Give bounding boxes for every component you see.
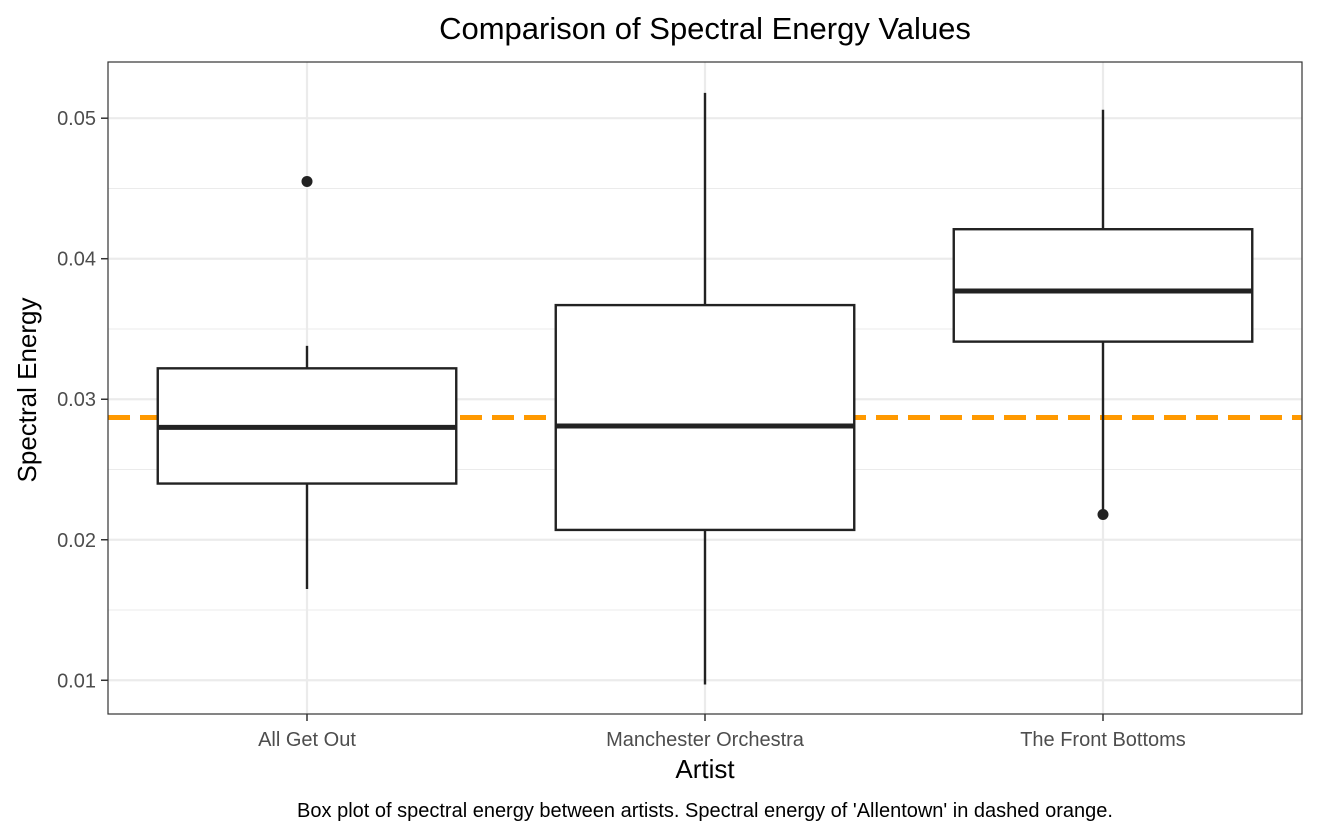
- box-group: [554, 92, 856, 685]
- box-group: [952, 109, 1254, 520]
- x-tick-label: The Front Bottoms: [1020, 729, 1186, 751]
- y-tick-label: 0.05: [57, 108, 96, 130]
- box-plots: [156, 92, 1254, 685]
- chart-title: Comparison of Spectral Energy Values: [439, 11, 971, 46]
- y-axis-ticks: 0.01 0.02 0.03 0.04 0.05: [57, 108, 108, 692]
- y-tick-label: 0.01: [57, 670, 96, 692]
- x-tick-label: All Get Out: [258, 729, 356, 751]
- y-tick-label: 0.03: [57, 389, 96, 411]
- y-tick-label: 0.02: [57, 530, 96, 552]
- x-tick-label: Manchester Orchestra: [606, 729, 805, 751]
- outlier-point: [301, 175, 313, 187]
- iqr-box: [952, 228, 1254, 343]
- iqr-box: [554, 303, 856, 532]
- chart-caption: Box plot of spectral energy between arti…: [297, 800, 1113, 822]
- y-tick-label: 0.04: [57, 249, 96, 271]
- y-axis-title: Spectral Energy: [12, 298, 42, 483]
- x-axis-ticks: All Get Out Manchester Orchestra The Front…: [258, 714, 1186, 751]
- box-group: [156, 175, 458, 589]
- outlier-point: [1097, 508, 1109, 520]
- x-axis-title: Artist: [675, 754, 735, 784]
